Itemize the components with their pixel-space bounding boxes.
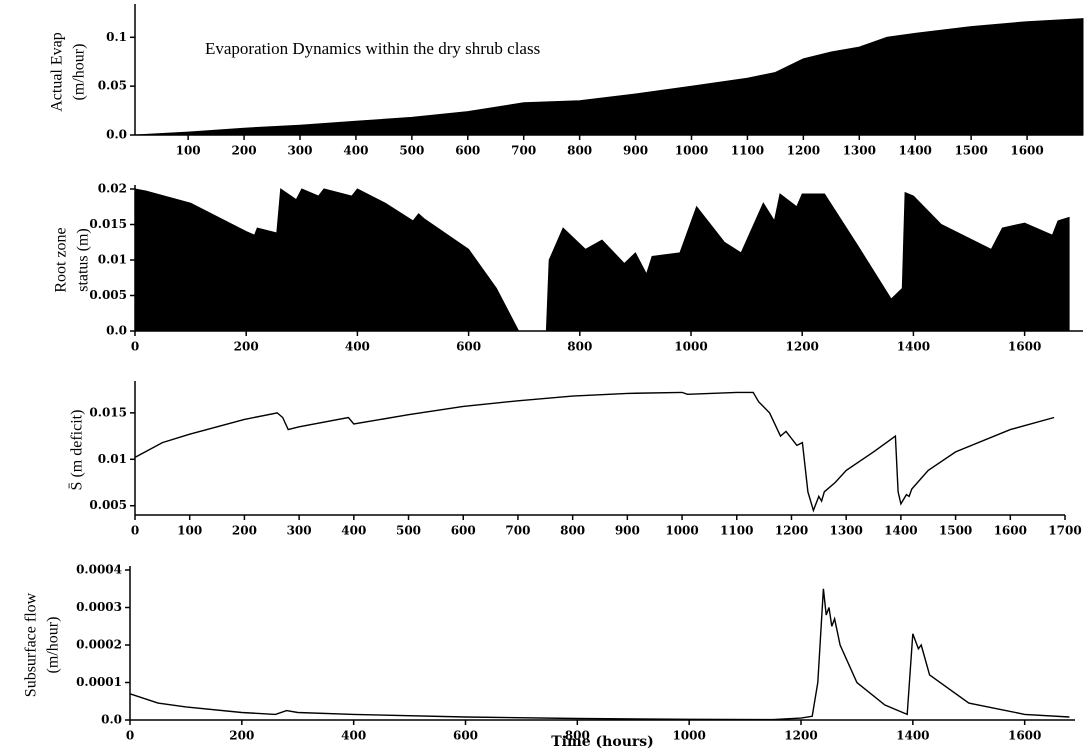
x-tick-label: 1500: [954, 144, 987, 158]
annotation: Evaporation Dynamics within the dry shru…: [205, 39, 540, 58]
y-axis-label: Root zone: [53, 227, 70, 292]
x-tick-label: 800: [567, 340, 592, 354]
x-tick-label: 200: [232, 144, 257, 158]
x-tick-label: 1400: [884, 524, 917, 538]
y-tick-label: 0.0002: [76, 638, 122, 652]
x-tick-label: 1400: [897, 340, 930, 354]
x-tick-label: 0: [131, 524, 139, 538]
y-tick-label: 0.0001: [76, 675, 122, 689]
x-tick-label: 1300: [829, 524, 862, 538]
y-tick-label: 0.0004: [76, 563, 122, 577]
x-tick-label: 200: [229, 729, 254, 743]
x-tick-label: 600: [455, 144, 480, 158]
y-tick-label: 0.01: [98, 253, 127, 267]
x-tick-label: 800: [565, 729, 590, 743]
y-tick-label: 0.005: [89, 498, 127, 512]
y-axis-label: Actual Evap: [49, 32, 66, 112]
y-axis-label: S̄ (m deficit): [69, 410, 86, 491]
x-tick-label: 500: [399, 144, 424, 158]
x-tick-label: 1700: [1048, 524, 1081, 538]
x-tick-label: 1500: [939, 524, 972, 538]
x-tick-label: 400: [341, 729, 366, 743]
area: [134, 18, 1084, 136]
x-tick-label: 1000: [672, 729, 705, 743]
line: [129, 588, 1070, 721]
line: [134, 391, 1055, 513]
x-tick-label: 1100: [731, 144, 764, 158]
x-tick-label: 300: [287, 524, 312, 538]
x-tick-label: 1600: [994, 524, 1027, 538]
x-tick-label: 1400: [899, 144, 932, 158]
x-tick-label: 100: [176, 144, 201, 158]
x-tick-label: 1600: [1008, 340, 1041, 354]
x-tick-label: 100: [177, 524, 202, 538]
y-tick-label: 0.0003: [76, 600, 122, 614]
x-tick-label: 900: [623, 144, 648, 158]
y-tick-label: 0.0: [106, 324, 127, 338]
x-tick-label: 600: [451, 524, 476, 538]
y-tick-label: 0.02: [98, 182, 127, 196]
x-tick-label: 200: [232, 524, 257, 538]
y-axis-label: (m/hour): [71, 44, 88, 101]
x-tick-label: 400: [341, 524, 366, 538]
x-tick-label: 1200: [784, 729, 817, 743]
x-tick-label: 1200: [786, 340, 819, 354]
x-tick-label: 500: [396, 524, 421, 538]
y-tick-label: 0.005: [89, 288, 127, 302]
x-tick-label: 700: [511, 144, 536, 158]
y-tick-label: 0.015: [89, 217, 127, 231]
x-tick-label: 900: [615, 524, 640, 538]
x-tick-label: 1100: [720, 524, 753, 538]
y-tick-label: 0.05: [98, 79, 127, 93]
x-tick-label: 1000: [674, 340, 707, 354]
y-axis-label: (m/hour): [45, 617, 62, 674]
x-tick-label: 0: [131, 340, 139, 354]
x-tick-label: 400: [343, 144, 368, 158]
x-tick-label: 400: [345, 340, 370, 354]
y-tick-label: 0.01: [98, 452, 127, 466]
y-axis-label: status (m): [75, 228, 92, 292]
area: [134, 188, 1070, 332]
x-tick-label: 1000: [675, 144, 708, 158]
x-tick-label: 800: [567, 144, 592, 158]
y-tick-label: 0.015: [89, 405, 127, 419]
x-tick-label: 1600: [1008, 729, 1041, 743]
x-tick-label: 600: [453, 729, 478, 743]
y-tick-label: 0.0: [101, 713, 122, 727]
x-tick-label: 1200: [775, 524, 808, 538]
x-tick-label: 1000: [665, 524, 698, 538]
x-tick-label: 1200: [787, 144, 820, 158]
x-tick-label: 0: [126, 729, 134, 743]
x-tick-label: 600: [456, 340, 481, 354]
y-tick-label: 0.0: [106, 128, 127, 142]
x-tick-label: 200: [234, 340, 259, 354]
y-tick-label: 0.1: [106, 30, 127, 44]
y-axis-label: Subsurface flow: [23, 592, 40, 697]
x-tick-label: 700: [505, 524, 530, 538]
x-tick-label: 800: [560, 524, 585, 538]
x-tick-label: 1300: [843, 144, 876, 158]
x-tick-label: 1600: [1010, 144, 1043, 158]
x-axis-label: Time (hours): [551, 734, 654, 750]
x-tick-label: 1400: [896, 729, 929, 743]
x-tick-label: 300: [287, 144, 312, 158]
